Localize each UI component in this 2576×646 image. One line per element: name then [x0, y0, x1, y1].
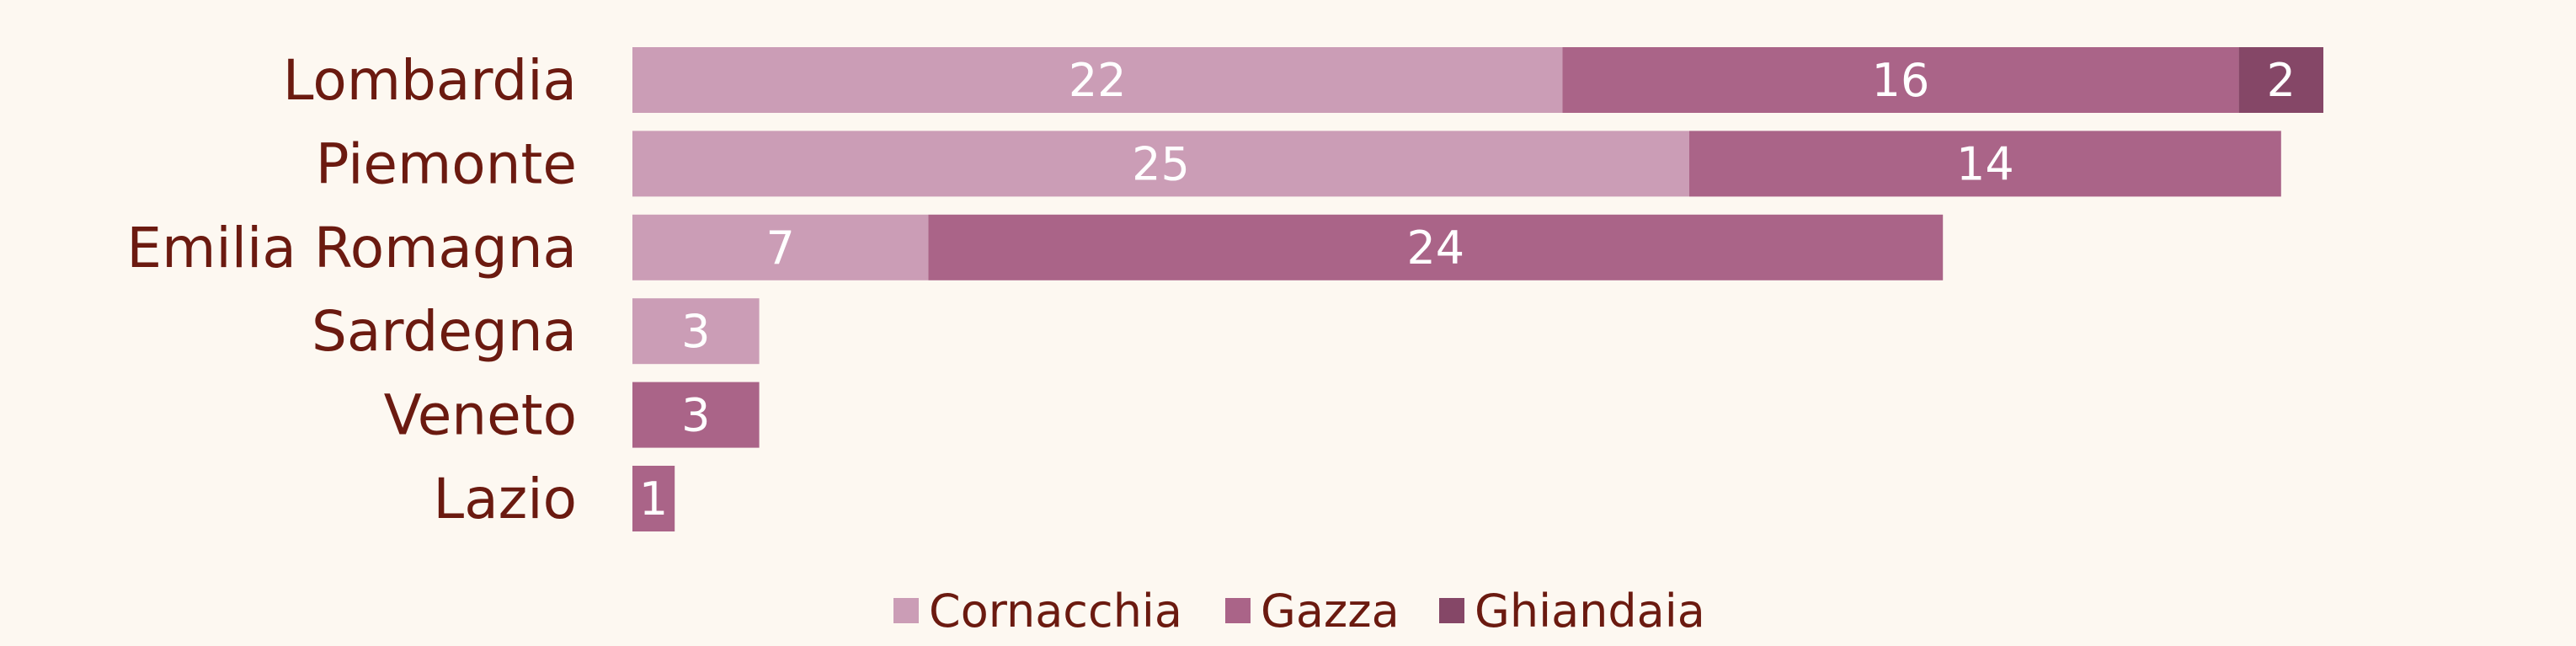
category-label-sardegna: Sardegna [312, 299, 577, 364]
category-label-emilia-romagna: Emilia Romagna [126, 216, 577, 280]
legend-label-gazza: Gazza [1261, 585, 1400, 638]
category-labels: Lombardia Piemonte Emilia Romagna Sardegna V… [126, 48, 577, 531]
data-label-piemonte-gazza: 14 [1956, 137, 2014, 190]
data-label-emilia-romagna-cornacchia: 7 [766, 222, 795, 275]
category-label-veneto: Veneto [384, 383, 577, 448]
bar-lombardia-ghiandaia [2238, 47, 2323, 113]
data-label-sardegna-cornacchia: 3 [681, 305, 710, 358]
legend-label-ghiandaia: Ghiandaia [1475, 585, 1705, 638]
data-label-emilia-romagna-gazza: 24 [1406, 222, 1464, 275]
data-label-lombardia-ghiandaia: 2 [2267, 54, 2296, 107]
bar-sardegna-cornacchia [632, 298, 760, 365]
legend-label-cornacchia: Cornacchia [929, 585, 1182, 638]
legend-swatch-gazza [1225, 598, 1251, 623]
category-label-lombardia: Lombardia [283, 48, 577, 113]
data-label-lombardia-gazza: 16 [1872, 54, 1930, 107]
data-label-lombardia-cornacchia: 22 [1069, 54, 1127, 107]
bar-emilia-romagna-cornacchia [632, 214, 929, 280]
legend-swatch-ghiandaia [1439, 598, 1464, 623]
bar-lombardia-gazza [1562, 47, 2239, 113]
bar-lazio-gazza [632, 466, 675, 531]
data-label-piemonte-cornacchia: 25 [1132, 137, 1190, 190]
bar-emilia-romagna-gazza [928, 214, 1944, 280]
bar-veneto-gazza [632, 382, 760, 448]
bar-piemonte-gazza [1689, 131, 2281, 197]
data-label-lazio-gazza: 1 [639, 472, 668, 526]
legend-swatch-cornacchia [893, 598, 919, 623]
category-label-piemonte: Piemonte [316, 131, 577, 196]
legend: Cornacchia Gazza Ghiandaia [893, 585, 1705, 638]
bar-piemonte-cornacchia [632, 131, 1689, 197]
category-label-lazio: Lazio [433, 467, 577, 531]
bar-lombardia-cornacchia [632, 47, 1563, 113]
data-label-veneto-gazza: 3 [681, 389, 710, 442]
